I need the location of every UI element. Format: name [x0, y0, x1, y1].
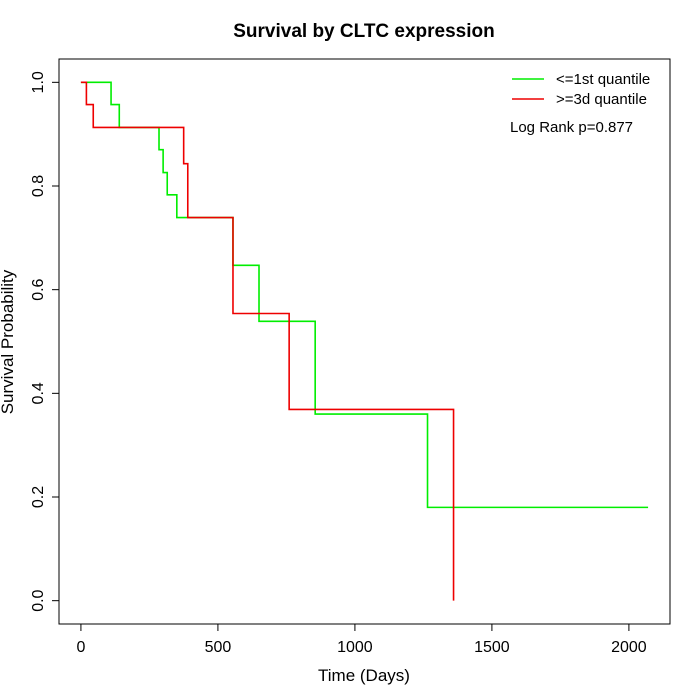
survival-curves: [80, 81, 649, 601]
x-tick-label: 1500: [474, 639, 510, 656]
x-tick-label: 500: [205, 639, 232, 656]
y-tick-label: 0.6: [30, 278, 47, 300]
y-tick-label: 0.4: [30, 382, 47, 404]
y-axis-label: Survival Probability: [0, 269, 17, 414]
y-tick-label: 0.0: [30, 589, 47, 611]
y-tick-label: 0.8: [30, 175, 47, 197]
x-tick-label: 2000: [611, 639, 647, 656]
x-tick-label: 0: [76, 639, 85, 656]
x-axis: 0 500 1000 1500 2000: [76, 623, 647, 656]
legend-label: <=1st quantile: [556, 71, 650, 88]
legend: <=1st quantile >=3d quantile: [512, 71, 650, 108]
y-tick-label: 1.0: [30, 71, 47, 93]
log-rank-annotation: Log Rank p=0.877: [510, 119, 633, 136]
y-tick-label: 0.2: [30, 486, 47, 508]
legend-label: >=3d quantile: [556, 91, 647, 108]
x-tick-label: 1000: [337, 639, 373, 656]
y-axis: 0.0 0.2 0.4 0.6 0.8 1.0: [30, 71, 60, 612]
series-line-low-quantile: [80, 81, 649, 509]
x-axis-label: Time (Days): [318, 666, 410, 685]
series-line-high-quantile: [80, 81, 455, 601]
chart-title: Survival by CLTC expression: [233, 21, 495, 42]
